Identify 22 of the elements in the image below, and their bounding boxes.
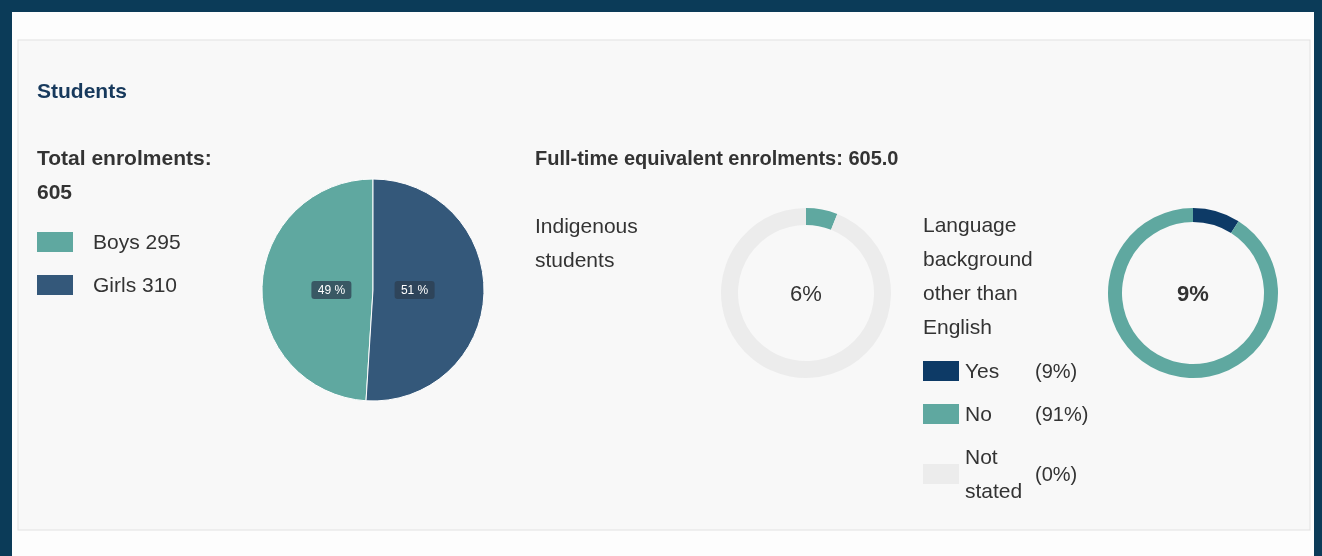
text: Full-time equivalent enrolments: 605.0 — [535, 147, 899, 169]
data-label: 51 % — [400, 283, 429, 298]
donut-slice — [1108, 208, 1278, 378]
legend-label: Yes — [965, 359, 1000, 383]
text: Language background other than English — [923, 213, 1033, 338]
text: 6% — [790, 280, 822, 306]
data-label: 49 % — [317, 283, 346, 298]
legend-label: No — [965, 402, 992, 426]
text: Indigenous students — [535, 214, 638, 271]
donut-slice — [1193, 208, 1239, 234]
text: 9% — [1177, 280, 1209, 306]
donut-slice — [721, 208, 891, 378]
chart-subtitle: 605 — [37, 180, 73, 203]
donut-slice — [806, 208, 838, 230]
text: (0%) — [1035, 463, 1078, 485]
data-label: (9%) — [1035, 360, 1078, 382]
data-label: (91%) — [1035, 403, 1089, 425]
legend-label: Girls 310 — [93, 273, 178, 297]
chart-title: Total enrolments: — [37, 146, 212, 169]
text: Students — [37, 79, 127, 102]
legend-label: Not stated — [965, 445, 1023, 503]
legend-label: Boys 295 — [93, 230, 181, 254]
